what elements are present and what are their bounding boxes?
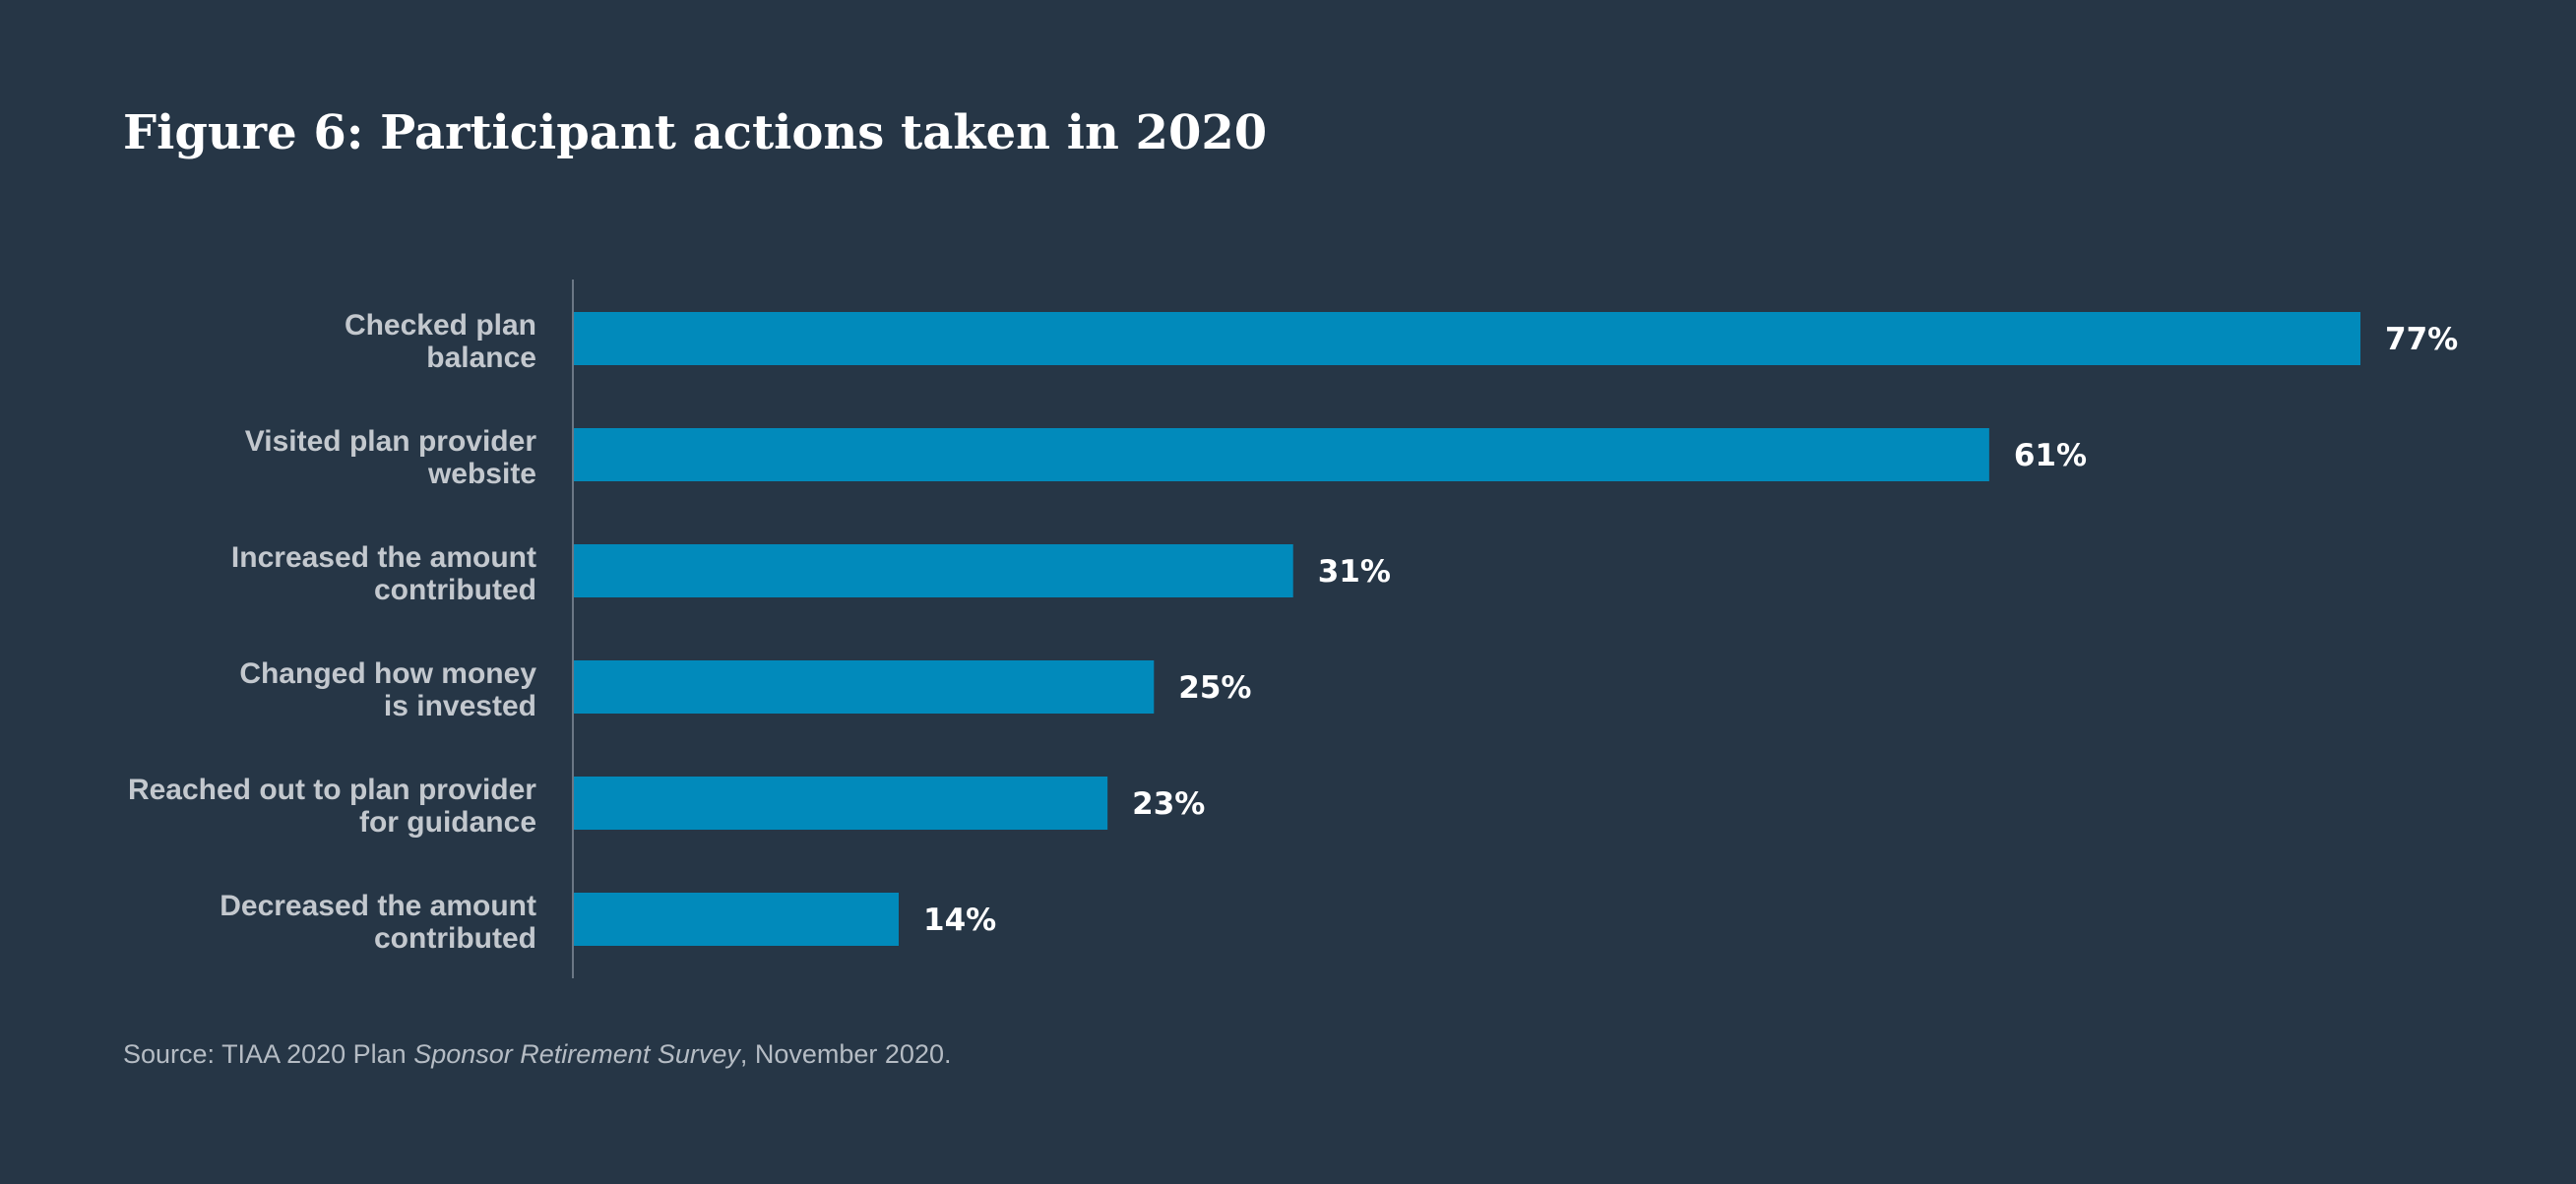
source-italic: Sponsor Retirement Survey	[413, 1039, 740, 1069]
source-suffix: , November 2020.	[739, 1039, 952, 1069]
bar-5	[574, 777, 1108, 830]
category-label-2: Visited plan provider website	[245, 425, 537, 490]
value-label-2: 61%	[2014, 438, 2087, 473]
category-label-line: Visited plan provider	[245, 425, 537, 458]
source-note: Source: TIAA 2020 Plan Sponsor Retiremen…	[123, 1039, 951, 1070]
category-label-line: website	[427, 458, 536, 490]
bar-6	[574, 893, 899, 946]
value-label-4: 25%	[1178, 670, 1251, 706]
category-label-5: Reached out to plan provider for guidance	[128, 774, 536, 839]
category-label-1: Checked plan balance	[345, 309, 536, 374]
value-label-1: 77%	[2385, 322, 2458, 357]
category-label-line: for guidance	[359, 806, 536, 839]
value-label-6: 14%	[923, 903, 996, 938]
category-label-3: Increased the amount contributed	[231, 541, 536, 606]
category-label-line: Reached out to plan provider	[128, 774, 536, 806]
bar-1	[574, 312, 2360, 365]
bar-4	[574, 660, 1155, 714]
category-label-line: contributed	[374, 922, 536, 955]
category-label-line: Checked plan	[345, 309, 536, 342]
bar-3	[574, 544, 1293, 597]
bars-group: 77% Checked plan balance 61% Visited plan pr…	[128, 309, 2458, 955]
chart-title: Figure 6: Participant actions taken in 2…	[123, 105, 1268, 160]
value-label-5: 23%	[1132, 786, 1205, 822]
category-label-line: balance	[426, 342, 536, 374]
category-label-line: is invested	[384, 690, 536, 722]
category-label-6: Decreased the amount contributed	[220, 890, 536, 955]
bar-2	[574, 428, 1989, 481]
category-label-line: contributed	[374, 574, 536, 606]
category-label-line: Changed how money	[239, 657, 536, 690]
category-label-line: Decreased the amount	[220, 890, 536, 922]
category-label-line: Increased the amount	[231, 541, 536, 574]
source-prefix: Source: TIAA 2020 Plan	[123, 1039, 414, 1069]
value-label-3: 31%	[1318, 554, 1391, 590]
category-label-4: Changed how money is invested	[239, 657, 536, 722]
